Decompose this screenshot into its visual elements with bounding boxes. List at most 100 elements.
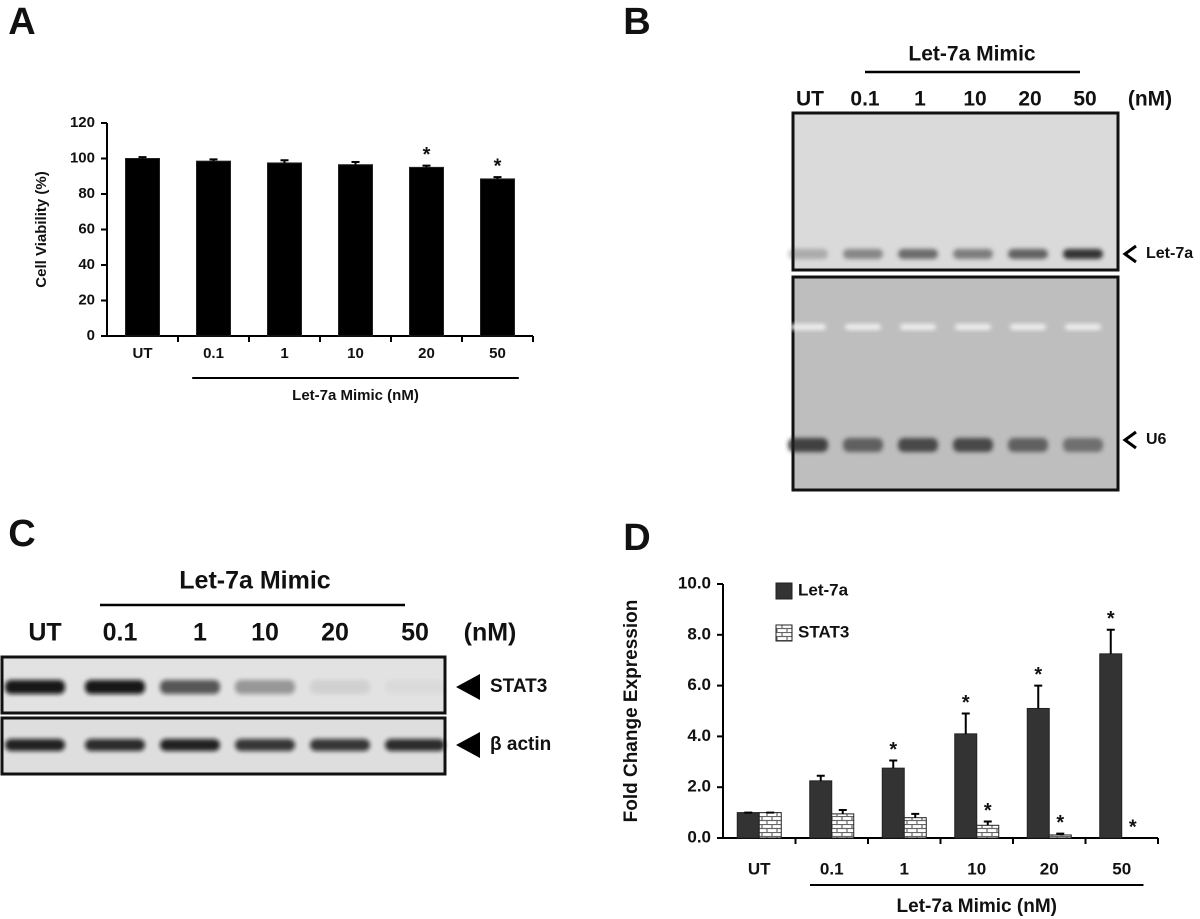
band (953, 249, 993, 259)
lane-label: 0.1 (103, 619, 138, 647)
error-bar (816, 774, 825, 781)
bar (1026, 707, 1050, 839)
legend-label: Let-7a (798, 580, 849, 599)
well (900, 324, 936, 330)
band (898, 438, 938, 452)
x-tick-label: 10 (967, 859, 986, 878)
significance-mark: * (423, 144, 431, 166)
x-tick-label: 0.1 (820, 859, 844, 878)
lane-label: UT (796, 88, 824, 111)
blot (0, 716, 447, 776)
y-tick-label: 60 (78, 220, 95, 237)
bar (758, 812, 782, 839)
bar (1048, 834, 1072, 839)
x-tick-label: 50 (489, 345, 506, 362)
band (1063, 249, 1103, 259)
band (843, 438, 883, 452)
blot (0, 655, 447, 715)
bar (480, 178, 515, 337)
band (385, 739, 445, 751)
lane-label: 20 (1018, 88, 1041, 111)
y-tick-label: 0 (87, 327, 95, 344)
significance-mark: * (1034, 664, 1042, 686)
legend-label: STAT3 (798, 622, 849, 641)
band (1008, 249, 1048, 259)
error-bar (493, 176, 502, 179)
significance-mark: * (1056, 812, 1064, 834)
x-tick-label: UT (748, 859, 771, 878)
x-group-label: Let-7a Mimic (nM) (292, 387, 419, 404)
y-axis-label: Fold Change Expression (621, 600, 642, 823)
bar (338, 164, 373, 337)
y-tick-label: 10.0 (678, 573, 711, 592)
arrow (1122, 244, 1137, 264)
x-tick-label: 1 (900, 859, 909, 878)
band (85, 680, 145, 694)
significance-mark: * (1107, 608, 1115, 630)
error-bar (138, 156, 147, 159)
x-tick-label: 20 (418, 345, 435, 362)
y-tick-label: 40 (78, 256, 95, 273)
lane-label: 20 (321, 619, 349, 647)
significance-mark: * (984, 800, 992, 822)
band (1008, 438, 1048, 452)
arrow (456, 674, 480, 700)
significance-mark: * (962, 692, 970, 714)
band (5, 680, 65, 694)
error-bar (838, 809, 847, 814)
band (953, 438, 993, 452)
bar (809, 780, 833, 839)
band (310, 739, 370, 751)
lane-label: 1 (193, 619, 207, 647)
significance-mark: * (889, 739, 897, 761)
x-tick-label: 50 (1112, 859, 1131, 878)
arrow (1122, 430, 1137, 450)
y-tick-label: 6.0 (687, 675, 711, 694)
band (235, 739, 295, 751)
band (235, 680, 295, 694)
bar (903, 817, 927, 839)
y-tick-label: 120 (70, 114, 95, 131)
band (898, 249, 938, 259)
y-tick-label: 20 (78, 291, 95, 308)
band-label: U6 (1146, 431, 1167, 448)
error-bar (422, 164, 431, 168)
lane-label: 1 (914, 88, 926, 111)
error-bar (983, 820, 992, 826)
error-bar (961, 712, 970, 734)
y-tick-label: 4.0 (687, 726, 711, 745)
unit: (nM) (464, 619, 517, 647)
bar (736, 812, 760, 839)
gel (791, 275, 1120, 492)
lane-label: 10 (963, 88, 986, 111)
x-tick-label: 1 (280, 345, 288, 362)
lane-label: 0.1 (850, 88, 880, 111)
well (1010, 324, 1046, 330)
band (788, 249, 828, 259)
y-tick-label: 8.0 (687, 624, 711, 643)
bar (954, 733, 978, 839)
band (843, 249, 883, 259)
y-tick-label: 100 (70, 149, 95, 166)
panel-label: C (8, 513, 35, 555)
band (385, 680, 445, 694)
error-bar (889, 759, 898, 769)
bar (409, 166, 444, 337)
band-label: STAT3 (490, 676, 547, 697)
significance-mark: * (494, 155, 502, 177)
bar (831, 813, 855, 839)
band-label: Let-7a (1146, 245, 1193, 262)
x-group-label: Let-7a Mimic (nM) (897, 896, 1057, 917)
bar (267, 162, 302, 337)
lane-label: 50 (401, 619, 429, 647)
well (845, 324, 881, 330)
bar (976, 824, 1000, 839)
lane-label: 10 (251, 619, 279, 647)
panel-label: B (623, 1, 650, 43)
well (790, 324, 826, 330)
x-tick-label: 10 (347, 345, 364, 362)
y-tick-label: 0.0 (687, 827, 711, 846)
error-bar (280, 159, 289, 163)
